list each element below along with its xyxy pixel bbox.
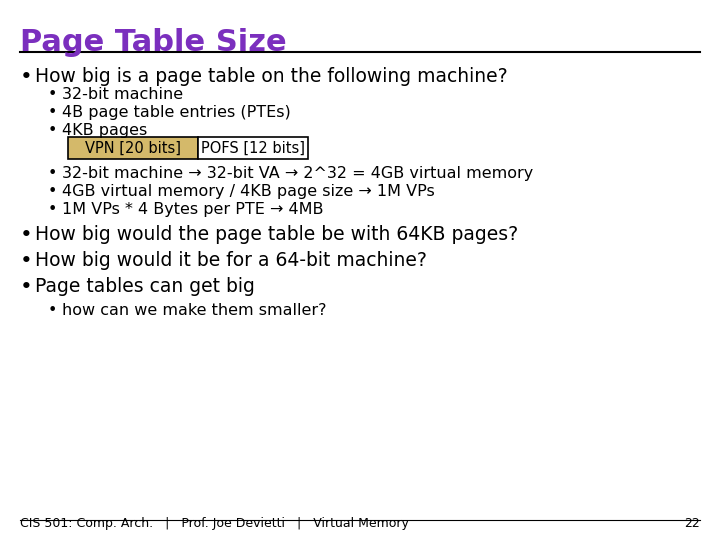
- Text: 1M VPs * 4 Bytes per PTE → 4MB: 1M VPs * 4 Bytes per PTE → 4MB: [62, 202, 323, 217]
- Text: CIS 501: Comp. Arch.   |   Prof. Joe Devietti   |   Virtual Memory: CIS 501: Comp. Arch. | Prof. Joe Deviett…: [20, 517, 409, 530]
- Text: 22: 22: [684, 517, 700, 530]
- Text: •: •: [48, 166, 58, 181]
- Text: •: •: [20, 251, 32, 271]
- Text: •: •: [20, 277, 32, 297]
- Text: 32-bit machine → 32-bit VA → 2^32 = 4GB virtual memory: 32-bit machine → 32-bit VA → 2^32 = 4GB …: [62, 166, 534, 181]
- Text: •: •: [48, 105, 58, 120]
- Text: POFS [12 bits]: POFS [12 bits]: [201, 140, 305, 156]
- Text: •: •: [48, 202, 58, 217]
- Text: How big is a page table on the following machine?: How big is a page table on the following…: [35, 67, 508, 86]
- Text: 4KB pages: 4KB pages: [62, 123, 148, 138]
- Text: Page tables can get big: Page tables can get big: [35, 277, 255, 296]
- Text: •: •: [48, 123, 58, 138]
- Text: How big would the page table be with 64KB pages?: How big would the page table be with 64K…: [35, 225, 518, 244]
- Text: 4B page table entries (PTEs): 4B page table entries (PTEs): [62, 105, 291, 120]
- Text: How big would it be for a 64-bit machine?: How big would it be for a 64-bit machine…: [35, 251, 427, 270]
- Text: 4GB virtual memory / 4KB page size → 1M VPs: 4GB virtual memory / 4KB page size → 1M …: [62, 184, 435, 199]
- Text: VPN [20 bits]: VPN [20 bits]: [85, 140, 181, 156]
- Text: •: •: [20, 67, 32, 87]
- Text: •: •: [48, 303, 58, 318]
- Text: how can we make them smaller?: how can we make them smaller?: [62, 303, 326, 318]
- Text: •: •: [48, 184, 58, 199]
- Bar: [198, 137, 308, 159]
- Text: Page Table Size: Page Table Size: [20, 28, 287, 57]
- Bar: [68, 137, 198, 159]
- Text: 32-bit machine: 32-bit machine: [62, 87, 183, 102]
- Text: •: •: [20, 225, 32, 245]
- Text: •: •: [48, 87, 58, 102]
